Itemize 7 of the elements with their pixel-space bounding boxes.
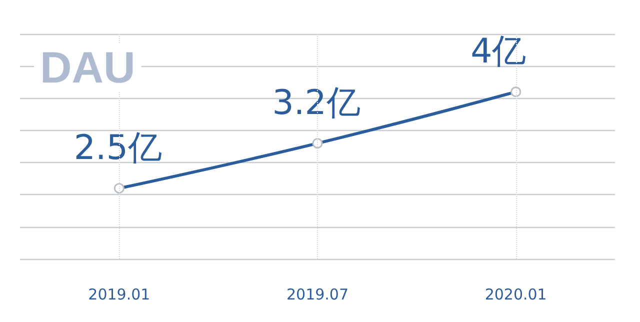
annotation: DAU	[40, 44, 136, 92]
x-tick-label: 2019.01	[88, 286, 150, 304]
x-tick-label: 2019.07	[286, 286, 349, 304]
data-label: 3.2亿	[272, 83, 360, 124]
x-tick-label: 2020.01	[484, 286, 547, 304]
data-label: 2.5亿	[74, 128, 162, 168]
data-label: 4亿	[470, 32, 526, 72]
